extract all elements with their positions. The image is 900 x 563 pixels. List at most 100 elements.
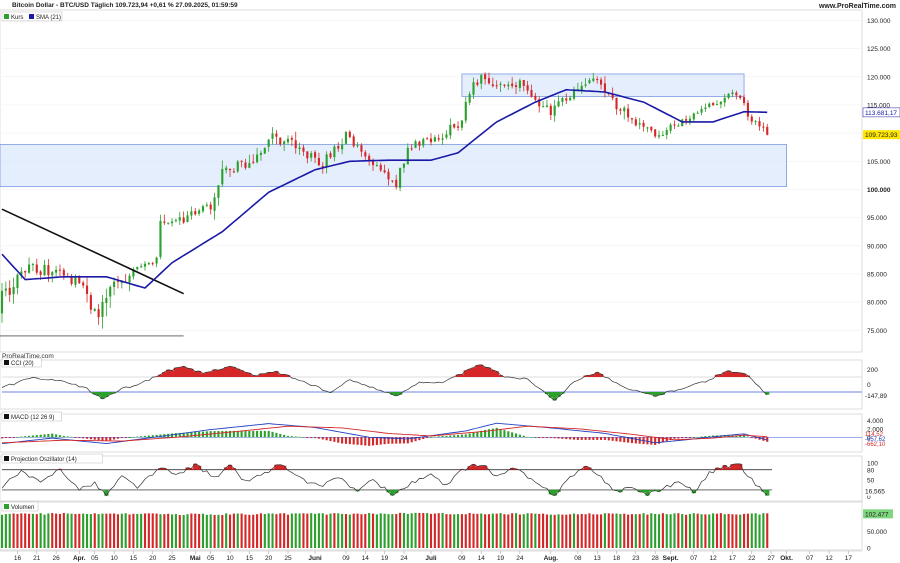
candle-body	[209, 204, 212, 210]
macd-histogram-bar	[592, 437, 595, 440]
volume-bar	[182, 514, 185, 548]
candle-body	[549, 105, 552, 116]
x-tick-label: Okt.	[780, 555, 793, 562]
volume-bar	[704, 514, 707, 548]
macd-histogram-bar	[109, 437, 112, 441]
volume-bar	[294, 513, 297, 548]
macd-histogram-bar	[294, 436, 297, 438]
macd-histogram-bar	[422, 437, 425, 440]
volume-bar	[599, 514, 603, 548]
x-tick-label: 28	[652, 555, 660, 562]
macd-histogram-bar	[445, 435, 448, 438]
volume-bar	[669, 514, 672, 548]
volume-bar	[360, 514, 363, 548]
macd-histogram-bar	[665, 437, 668, 442]
volume-bar	[352, 513, 355, 548]
macd-histogram-bar	[758, 437, 761, 440]
macd-histogram-bar	[51, 433, 54, 438]
proj-value-tag	[863, 486, 891, 496]
macd-histogram-bar	[39, 434, 42, 438]
x-tick-label: 07	[690, 555, 698, 562]
macd-histogram-bar	[116, 437, 120, 439]
macd-histogram-bar	[476, 431, 479, 438]
candle-body	[317, 158, 320, 166]
volume-bar	[256, 514, 259, 548]
candle-body	[746, 102, 749, 117]
candle-body	[283, 141, 286, 145]
candle-body	[750, 116, 753, 122]
volume-bar	[630, 514, 634, 548]
volume-bar	[495, 513, 498, 548]
candle-body	[16, 274, 19, 289]
volume-bar	[43, 514, 46, 548]
volume-bar	[642, 513, 645, 548]
macd-histogram-bar	[89, 437, 92, 440]
volume-bar	[665, 514, 668, 548]
candle-body	[178, 217, 181, 221]
candle-body	[194, 211, 197, 215]
candle-body	[333, 146, 336, 158]
panel-frame-proj	[0, 455, 863, 503]
candle-body	[140, 266, 143, 268]
volume-bar	[561, 514, 564, 548]
candle-body	[271, 133, 274, 139]
candle-body	[136, 267, 139, 270]
x-tick-label: 22	[748, 555, 756, 562]
volume-bar	[433, 513, 436, 548]
volume-bar	[375, 514, 378, 548]
candle-body	[484, 74, 487, 80]
volume-bar	[201, 513, 205, 548]
x-tick-label: 15	[130, 555, 138, 562]
macd-histogram-bar	[371, 437, 375, 446]
volume-bar	[456, 514, 460, 548]
volume-bar	[163, 514, 166, 548]
x-tick-label: 25	[168, 555, 176, 562]
macd-histogram-bar	[696, 436, 699, 438]
brand-link[interactable]: www.ProRealTime.com	[818, 3, 896, 10]
macd-histogram-bar	[85, 437, 89, 439]
candle-body	[252, 161, 255, 163]
macd-histogram-bar	[20, 436, 23, 438]
candle-body	[337, 145, 340, 149]
volume-bar	[298, 513, 301, 548]
candle-body	[20, 271, 23, 276]
candle-body	[623, 107, 626, 112]
macd-histogram-bar	[186, 432, 189, 438]
volume-bar	[538, 513, 541, 548]
candle-body	[151, 263, 154, 265]
candle-body	[286, 138, 290, 143]
candle-body	[240, 160, 243, 162]
candle-body	[530, 90, 533, 97]
volume-bar	[742, 513, 746, 548]
macd-histogram-bar	[213, 431, 216, 438]
trendline[interactable]	[1, 208, 184, 295]
volume-bar	[286, 514, 290, 548]
candle-body	[569, 97, 572, 101]
volume-bar	[696, 513, 699, 548]
candle-body	[742, 97, 746, 104]
volume-bar	[499, 513, 502, 548]
volume-bar	[750, 513, 753, 548]
macd-histogram-bar	[599, 437, 603, 440]
macd-histogram-bar	[391, 437, 394, 444]
volume-bar	[460, 514, 463, 548]
volume-bar	[225, 513, 228, 548]
volume-bar	[271, 513, 274, 548]
volume-bar	[313, 513, 317, 548]
price-y-tick: 85.000	[867, 271, 887, 278]
candle-body	[596, 79, 599, 81]
candle-body	[399, 167, 402, 188]
legend-swatch-1	[29, 14, 34, 19]
x-tick-label: 23	[632, 555, 640, 562]
candle-body	[692, 113, 695, 120]
macd-histogram-bar	[12, 437, 15, 439]
candle-body	[379, 164, 382, 171]
candle-body	[0, 290, 4, 314]
volume-bar	[453, 514, 456, 548]
x-tick-label: 24	[400, 555, 408, 562]
macd-histogram-bar	[433, 436, 436, 438]
volume-bar	[708, 514, 711, 548]
candle-body	[735, 92, 738, 96]
candle-body	[143, 263, 147, 267]
